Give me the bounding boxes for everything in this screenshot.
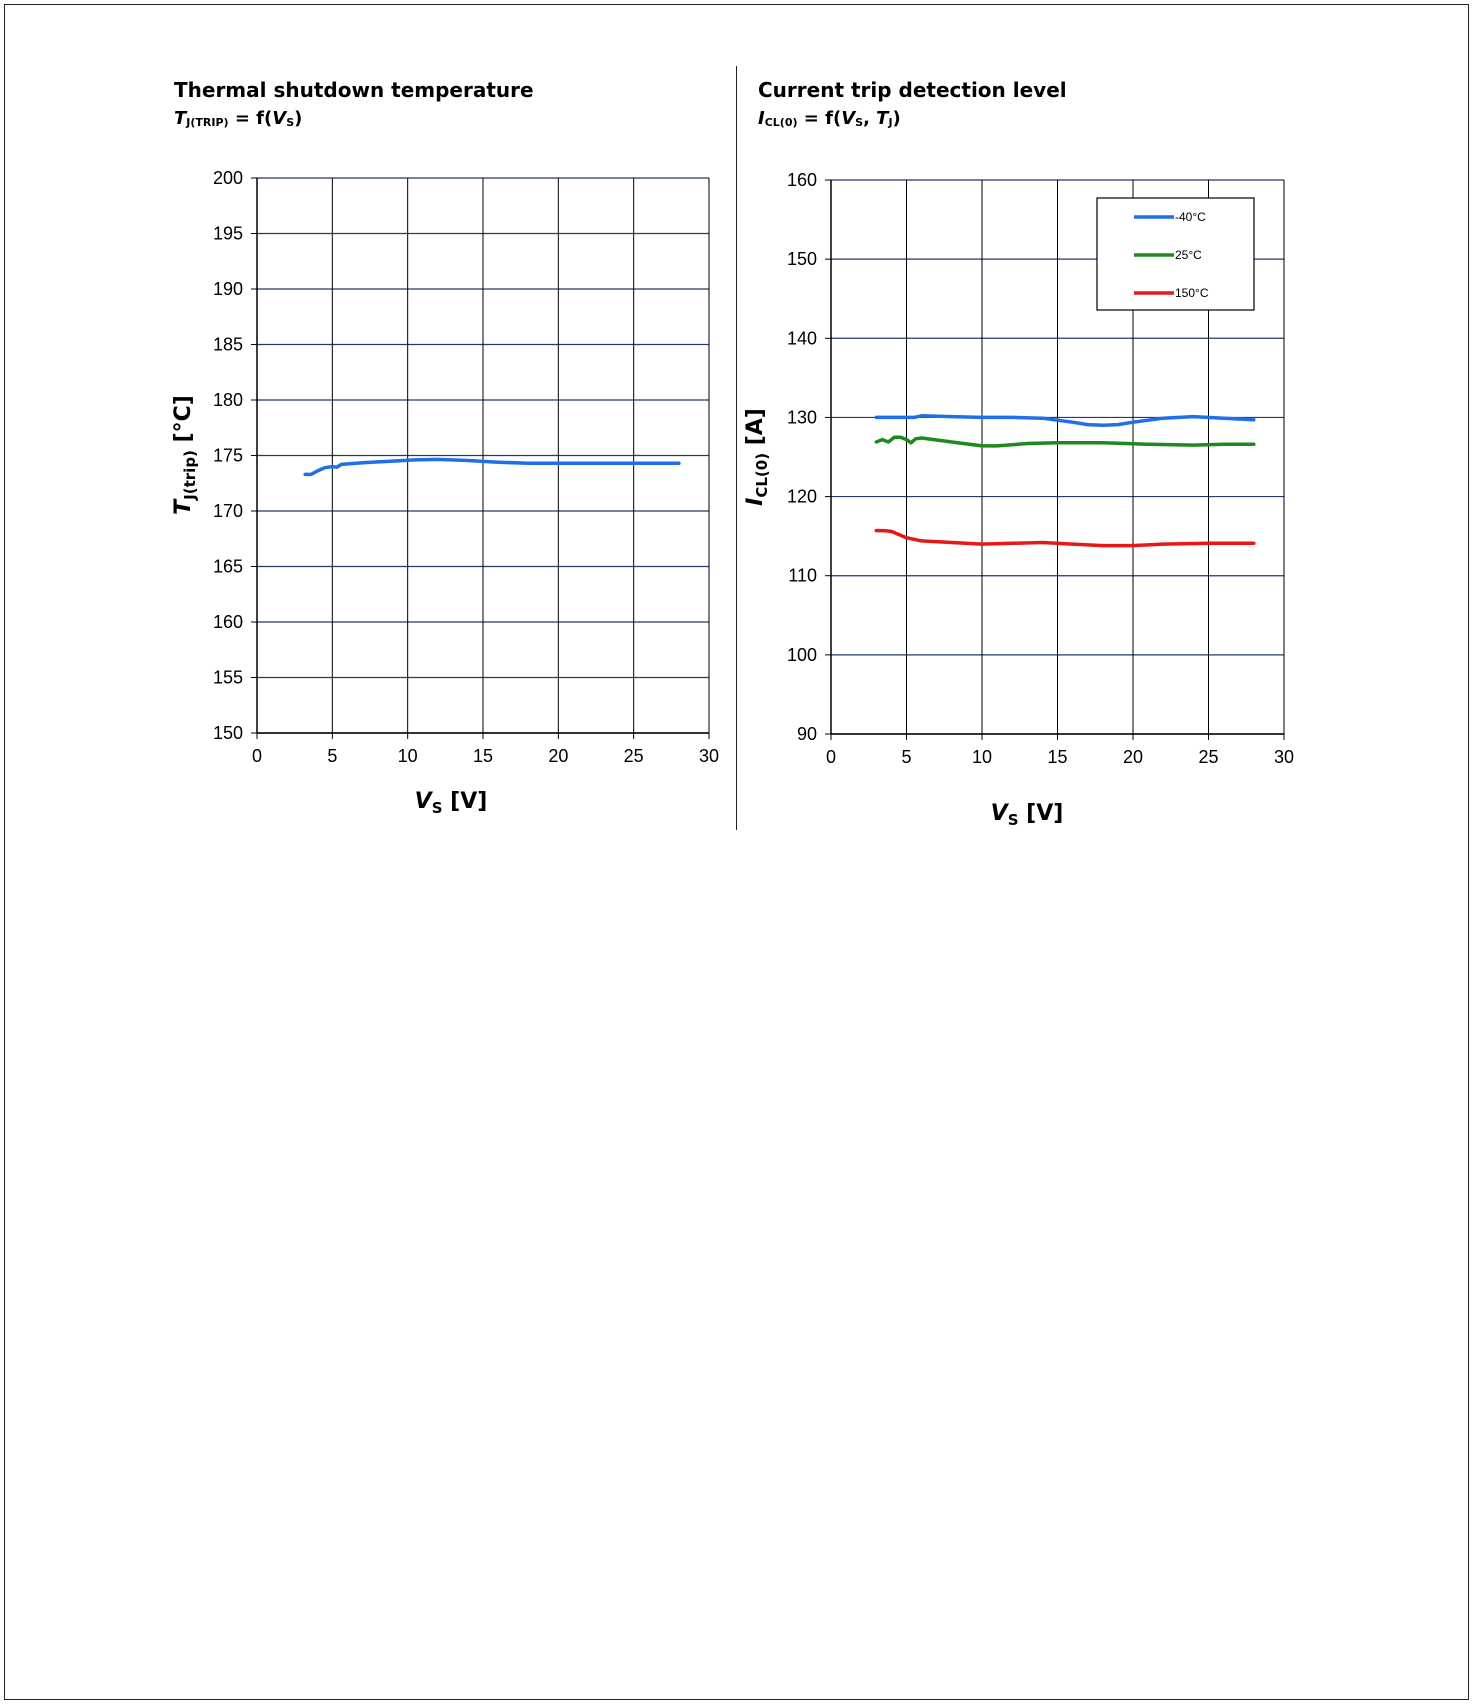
right-chart-subtitle: ICL(0) = f(VS, TJ) [758, 108, 901, 129]
right-xtick-label: 10 [972, 747, 992, 767]
right-legend-label-0: -40°C [1175, 210, 1206, 224]
left-ytick-label: 200 [213, 168, 243, 188]
left-sub-arg: V [272, 108, 287, 129]
left-xtick-label: 0 [252, 746, 262, 766]
left-sub-sub: J(TRIP) [186, 116, 229, 129]
left-x-axis-label: VS [V] [415, 789, 488, 817]
left-ytick-label: 165 [213, 557, 243, 577]
right-sub-sub: CL(0) [764, 116, 798, 129]
left-chart-title: Thermal shutdown temperature [174, 78, 534, 102]
left-ytick-label: 170 [213, 501, 243, 521]
right-ytick-label: 140 [787, 328, 817, 348]
right-sub-arg2-sub: J [888, 116, 893, 129]
right-xtick-label: 0 [826, 747, 836, 767]
left-ytick-label: 175 [213, 446, 243, 466]
right-ytick-label: 110 [788, 566, 817, 586]
right-sub-arg1-sub: S [855, 116, 864, 129]
right-ytick-label: 90 [797, 724, 817, 744]
left-ytick-label: 185 [213, 335, 243, 355]
right-ytick-label: 160 [787, 170, 817, 190]
right-xtick-label: 25 [1198, 747, 1218, 767]
left-sub-eq: = f( [228, 108, 273, 129]
right-chart-title: Current trip detection level [758, 78, 1067, 102]
right-xtick-label: 15 [1047, 747, 1067, 767]
right-y-axis-label: ICL(0) [A] [743, 408, 771, 506]
right-xtick-label: 5 [901, 747, 911, 767]
right-legend-box [1096, 197, 1255, 311]
left-ytick-label: 150 [213, 723, 243, 743]
left-series-line-0 [303, 457, 681, 477]
right-xtick-label: 20 [1123, 747, 1143, 767]
left-sub-var: T [174, 108, 187, 129]
right-ytick-label: 130 [787, 407, 817, 427]
left-y-axis-label: TJ(trip) [°C] [171, 395, 199, 515]
right-legend-label-2: 150°C [1175, 286, 1209, 300]
right-sub-sep: , [863, 108, 877, 129]
right-sub-arg1: V [841, 108, 856, 129]
panel-divider [736, 66, 737, 830]
right-series-line-0 [874, 414, 1256, 428]
left-sub-arg-sub: S [286, 116, 295, 129]
left-sub-close: ) [294, 108, 303, 129]
left-xtick-label: 15 [473, 746, 493, 766]
left-xtick-label: 10 [398, 746, 418, 766]
left-xtick-label: 25 [624, 746, 644, 766]
right-sub-arg2: T [876, 108, 889, 129]
left-ytick-label: 195 [213, 224, 243, 244]
left-xtick-label: 5 [327, 746, 337, 766]
right-ytick-label: 150 [787, 249, 817, 269]
right-xtick-label: 30 [1274, 747, 1294, 767]
left-chart-subtitle: TJ(TRIP) = f(VS) [174, 108, 302, 129]
right-sub-close: ) [892, 108, 901, 129]
right-series-line-2 [874, 528, 1256, 548]
page-frame [4, 4, 1469, 1700]
left-xtick-label: 30 [699, 746, 719, 766]
right-ytick-label: 120 [787, 487, 817, 507]
left-ytick-label: 180 [213, 390, 243, 410]
left-ytick-label: 160 [213, 612, 243, 632]
left-ytick-label: 190 [213, 279, 243, 299]
left-ytick-label: 155 [213, 668, 243, 688]
right-sub-eq: = f( [797, 108, 842, 129]
right-series-line-1 [874, 435, 1256, 448]
right-sub-var: I [758, 108, 765, 129]
right-x-axis-label: VS [V] [991, 801, 1064, 829]
left-xtick-label: 20 [548, 746, 568, 766]
right-ytick-label: 100 [787, 645, 817, 665]
right-legend-label-1: 25°C [1175, 248, 1202, 262]
